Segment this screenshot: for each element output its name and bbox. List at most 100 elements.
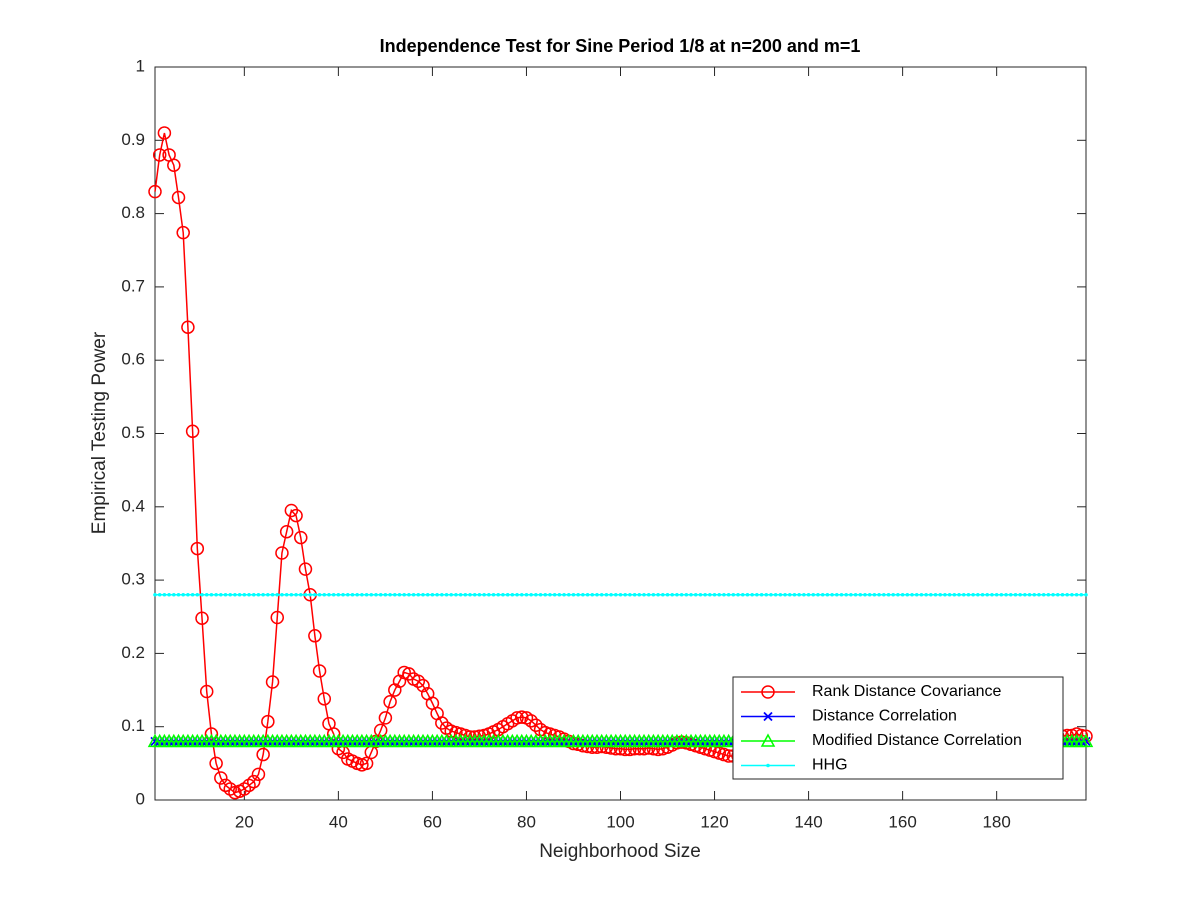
y-tick-label: 0.6: [121, 350, 145, 369]
marker-dot: [576, 592, 580, 597]
marker-circle: [294, 530, 308, 545]
marker-dot: [1065, 592, 1069, 597]
marker-dot: [755, 592, 759, 597]
marker-dot: [468, 592, 472, 597]
marker-dot: [581, 592, 585, 597]
marker-dot: [919, 592, 924, 597]
marker-dot: [684, 592, 689, 597]
marker-dot: [261, 592, 265, 597]
marker-dot: [679, 592, 684, 597]
marker-circle: [510, 711, 524, 725]
marker-dot: [722, 592, 726, 597]
x-tick-label: 20: [235, 812, 254, 831]
marker-dot: [529, 592, 533, 597]
marker-triangle: [760, 733, 776, 747]
marker-dot: [595, 592, 599, 597]
marker-dot: [844, 592, 848, 597]
y-tick-label: 0.1: [121, 716, 145, 735]
marker-circle: [378, 711, 393, 725]
marker-dot: [971, 592, 975, 597]
marker-dot: [378, 592, 383, 597]
marker-dot: [266, 592, 270, 597]
x-tick-label: 60: [423, 812, 442, 831]
marker-dot: [708, 592, 712, 597]
marker-dot: [421, 592, 425, 597]
marker-dot: [759, 592, 764, 597]
marker-circle: [383, 695, 397, 709]
marker-dot: [604, 592, 609, 597]
marker-dot: [388, 592, 392, 597]
marker-dot: [750, 592, 754, 597]
marker-dot: [303, 592, 308, 597]
marker-dot: [477, 592, 482, 597]
marker-dot: [242, 592, 247, 597]
marker-dot: [882, 592, 886, 597]
marker-dot: [219, 592, 223, 597]
marker-dot: [454, 592, 458, 597]
marker-circle: [524, 714, 538, 728]
x-tick-label: 100: [606, 812, 634, 831]
marker-circle: [515, 710, 529, 724]
marker-circle: [246, 774, 261, 789]
marker-dot: [313, 592, 317, 597]
marker-dot: [773, 592, 778, 597]
x-axis-label: Neighborhood Size: [539, 841, 701, 862]
marker-dot: [802, 592, 806, 597]
marker-dot: [820, 592, 825, 597]
marker-circle: [279, 524, 294, 539]
marker-dot: [322, 592, 327, 597]
y-tick-label: 0.8: [121, 203, 145, 222]
marker-dot: [656, 592, 660, 597]
marker-circle: [214, 771, 228, 785]
marker-dot: [999, 592, 1004, 597]
marker-dot: [778, 592, 783, 597]
marker-dot: [943, 592, 947, 597]
marker-dot: [830, 592, 834, 597]
marker-dot: [153, 592, 157, 597]
marker-dot: [383, 592, 388, 597]
marker-circle: [270, 610, 285, 625]
marker-dot: [661, 592, 665, 597]
marker-dot: [764, 592, 769, 597]
marker-dot: [360, 592, 364, 597]
marker-dot: [646, 592, 651, 597]
marker-circle: [195, 611, 209, 625]
marker-dot: [331, 592, 336, 597]
marker-dot: [233, 592, 237, 597]
marker-dot: [613, 592, 618, 597]
marker-dot: [618, 592, 623, 597]
series: [153, 592, 1088, 597]
marker-dot: [505, 592, 510, 597]
marker-dot: [449, 592, 454, 597]
marker-dot: [458, 592, 463, 597]
marker-dot: [534, 592, 538, 597]
x-tick-label: 180: [982, 812, 1010, 831]
marker-dot: [200, 592, 204, 597]
marker-dot: [766, 763, 770, 768]
marker-dot: [402, 592, 407, 597]
marker-dot: [717, 592, 722, 597]
marker-dot: [247, 592, 251, 597]
marker-dot: [369, 592, 374, 597]
marker-dot: [275, 592, 280, 597]
marker-dot: [172, 592, 176, 597]
marker-dot: [740, 592, 745, 597]
marker-dot: [783, 592, 787, 597]
marker-circle: [312, 664, 327, 678]
marker-circle: [167, 158, 181, 172]
marker-dot: [632, 592, 637, 597]
marker-x: [763, 711, 773, 722]
marker-dot: [557, 592, 562, 597]
marker-dot: [891, 592, 896, 597]
marker-dot: [186, 592, 190, 597]
marker-dot: [703, 592, 707, 597]
marker-dot: [994, 592, 999, 597]
y-tick-label: 0.9: [121, 130, 145, 149]
marker-dot: [1060, 592, 1065, 597]
marker-dot: [472, 592, 477, 597]
marker-dot: [1070, 592, 1074, 597]
marker-dot: [515, 592, 519, 597]
marker-dot: [308, 592, 312, 597]
marker-circle: [237, 782, 252, 796]
